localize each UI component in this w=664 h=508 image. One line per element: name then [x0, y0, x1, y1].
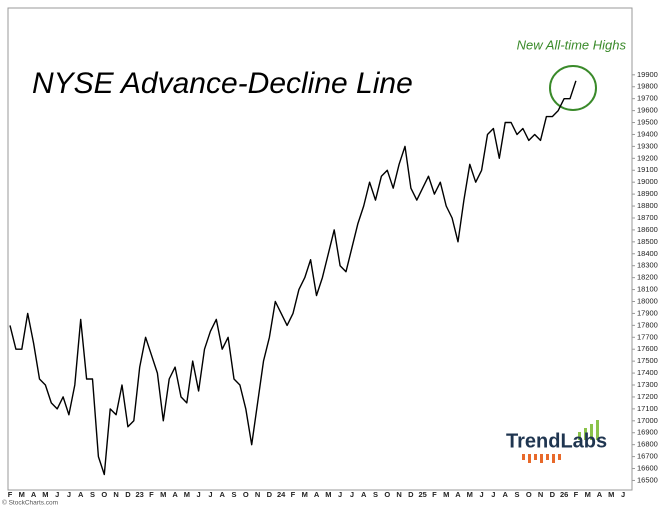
- x-tick-label: F: [149, 490, 154, 499]
- x-tick-label: J: [350, 490, 354, 499]
- y-tick-label: 17600: [637, 344, 658, 353]
- y-tick-label: 17200: [637, 392, 658, 401]
- x-tick-label: N: [113, 490, 118, 499]
- x-tick-label: J: [208, 490, 212, 499]
- y-tick-label: 17100: [637, 404, 658, 413]
- x-tick-label: 24: [277, 490, 286, 499]
- x-tick-label: A: [172, 490, 178, 499]
- y-tick-label: 19600: [637, 106, 658, 115]
- x-tick-label: 23: [136, 490, 144, 499]
- x-tick-label: J: [491, 490, 495, 499]
- y-tick-label: 18600: [637, 225, 658, 234]
- x-tick-label: M: [443, 490, 449, 499]
- x-tick-label: D: [125, 490, 131, 499]
- y-tick-label: 18200: [637, 273, 658, 282]
- x-tick-label: O: [101, 490, 107, 499]
- y-tick-label: 16700: [637, 452, 658, 461]
- x-tick-label: N: [538, 490, 543, 499]
- x-tick-label: A: [31, 490, 37, 499]
- data-line: [9, 80, 577, 476]
- y-tick-label: 18100: [637, 285, 658, 294]
- x-tick-label: S: [232, 490, 237, 499]
- x-tick-label: O: [526, 490, 532, 499]
- y-tick-label: 17500: [637, 356, 658, 365]
- x-tick-label: M: [302, 490, 308, 499]
- y-tick-label: 19700: [637, 94, 658, 103]
- y-tick-label: 18300: [637, 261, 658, 270]
- x-tick-label: F: [8, 490, 13, 499]
- x-tick-label: M: [42, 490, 48, 499]
- x-tick-label: S: [90, 490, 95, 499]
- x-tick-label: M: [184, 490, 190, 499]
- x-tick-label: N: [396, 490, 401, 499]
- y-tick-label: 17300: [637, 380, 658, 389]
- x-tick-label: S: [373, 490, 378, 499]
- credit: © StockCharts.com: [2, 499, 58, 507]
- x-tick-label: D: [550, 490, 556, 499]
- logo-bars: [522, 420, 599, 463]
- y-tick-label: 16900: [637, 428, 658, 437]
- x-tick-label: N: [255, 490, 260, 499]
- x-tick-label: F: [432, 490, 437, 499]
- x-tick-label: M: [325, 490, 331, 499]
- x-tick-label: J: [67, 490, 71, 499]
- x-tick-label: O: [384, 490, 390, 499]
- x-tick-label: A: [314, 490, 320, 499]
- x-tick-label: A: [502, 490, 508, 499]
- x-tick-label: M: [160, 490, 166, 499]
- y-tick-label: 19100: [637, 165, 658, 174]
- x-tick-label: J: [338, 490, 342, 499]
- y-tick-label: 18400: [637, 249, 658, 258]
- x-tick-label: A: [220, 490, 226, 499]
- x-tick-label: M: [608, 490, 614, 499]
- x-tick-label: A: [455, 490, 461, 499]
- y-tick-label: 16800: [637, 440, 658, 449]
- x-tick-label: M: [467, 490, 473, 499]
- x-tick-label: J: [55, 490, 59, 499]
- y-tick-label: 18000: [637, 296, 658, 305]
- y-tick-label: 17900: [637, 308, 658, 317]
- x-tick-label: F: [291, 490, 296, 499]
- x-tick-label: D: [267, 490, 273, 499]
- x-tick-label: 26: [560, 490, 568, 499]
- y-tick-label: 17400: [637, 368, 658, 377]
- y-tick-label: 17800: [637, 320, 658, 329]
- x-tick-label: J: [621, 490, 625, 499]
- x-tick-label: 25: [418, 490, 426, 499]
- y-tick-label: 17000: [637, 416, 658, 425]
- plot-frame: [7, 7, 633, 491]
- highlight-circle: [549, 65, 597, 111]
- annotation: New All-time Highs: [517, 37, 627, 52]
- x-tick-label: A: [361, 490, 367, 499]
- y-tick-label: 19500: [637, 118, 658, 127]
- y-tick-label: 16500: [637, 475, 658, 484]
- y-tick-label: 19400: [637, 129, 658, 138]
- y-tick-label: 18700: [637, 213, 658, 222]
- y-tick-label: 19900: [637, 70, 658, 79]
- y-tick-label: 18900: [637, 189, 658, 198]
- x-tick-label: O: [243, 490, 249, 499]
- y-tick-label: 16600: [637, 464, 658, 473]
- x-tick-label: A: [597, 490, 603, 499]
- x-tick-label: A: [78, 490, 84, 499]
- x-tick-label: J: [197, 490, 201, 499]
- chart-title: NYSE Advance-Decline Line: [32, 67, 413, 100]
- x-tick-label: M: [19, 490, 25, 499]
- y-tick-label: 18800: [637, 201, 658, 210]
- y-tick-label: 19000: [637, 177, 658, 186]
- y-tick-label: 19800: [637, 82, 658, 91]
- y-tick-label: 19200: [637, 153, 658, 162]
- y-tick-label: 19300: [637, 141, 658, 150]
- logo: TrendLabs: [506, 430, 607, 452]
- x-tick-label: D: [408, 490, 414, 499]
- y-tick-label: 18500: [637, 237, 658, 246]
- x-tick-label: J: [480, 490, 484, 499]
- x-tick-label: F: [574, 490, 579, 499]
- x-tick-label: S: [514, 490, 519, 499]
- y-tick-label: 17700: [637, 332, 658, 341]
- x-tick-label: M: [585, 490, 591, 499]
